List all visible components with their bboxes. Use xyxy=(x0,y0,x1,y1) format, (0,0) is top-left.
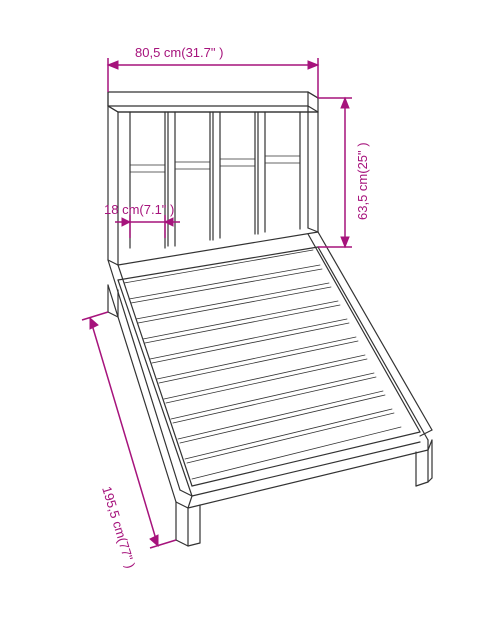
base-frame xyxy=(108,228,432,508)
headboard-slat xyxy=(130,112,300,248)
bed-frame-diagram: 80,5 cm(31.7" ) 63,5 cm(25" ) 18 cm(7.1"… xyxy=(0,0,500,641)
dim-length xyxy=(82,312,176,548)
headboard xyxy=(108,92,318,265)
dim-length-label: 195,5 cm(77" ) xyxy=(99,484,138,570)
dim-width-label: 80,5 cm(31.7" ) xyxy=(135,45,223,60)
dim-slat xyxy=(115,215,180,238)
bed-frame-drawing xyxy=(108,92,432,546)
dim-height xyxy=(318,98,352,247)
dim-height-label: 63,5 cm(25" ) xyxy=(355,142,370,220)
dim-slat-label: 18 cm(7.1" ) xyxy=(104,202,174,217)
